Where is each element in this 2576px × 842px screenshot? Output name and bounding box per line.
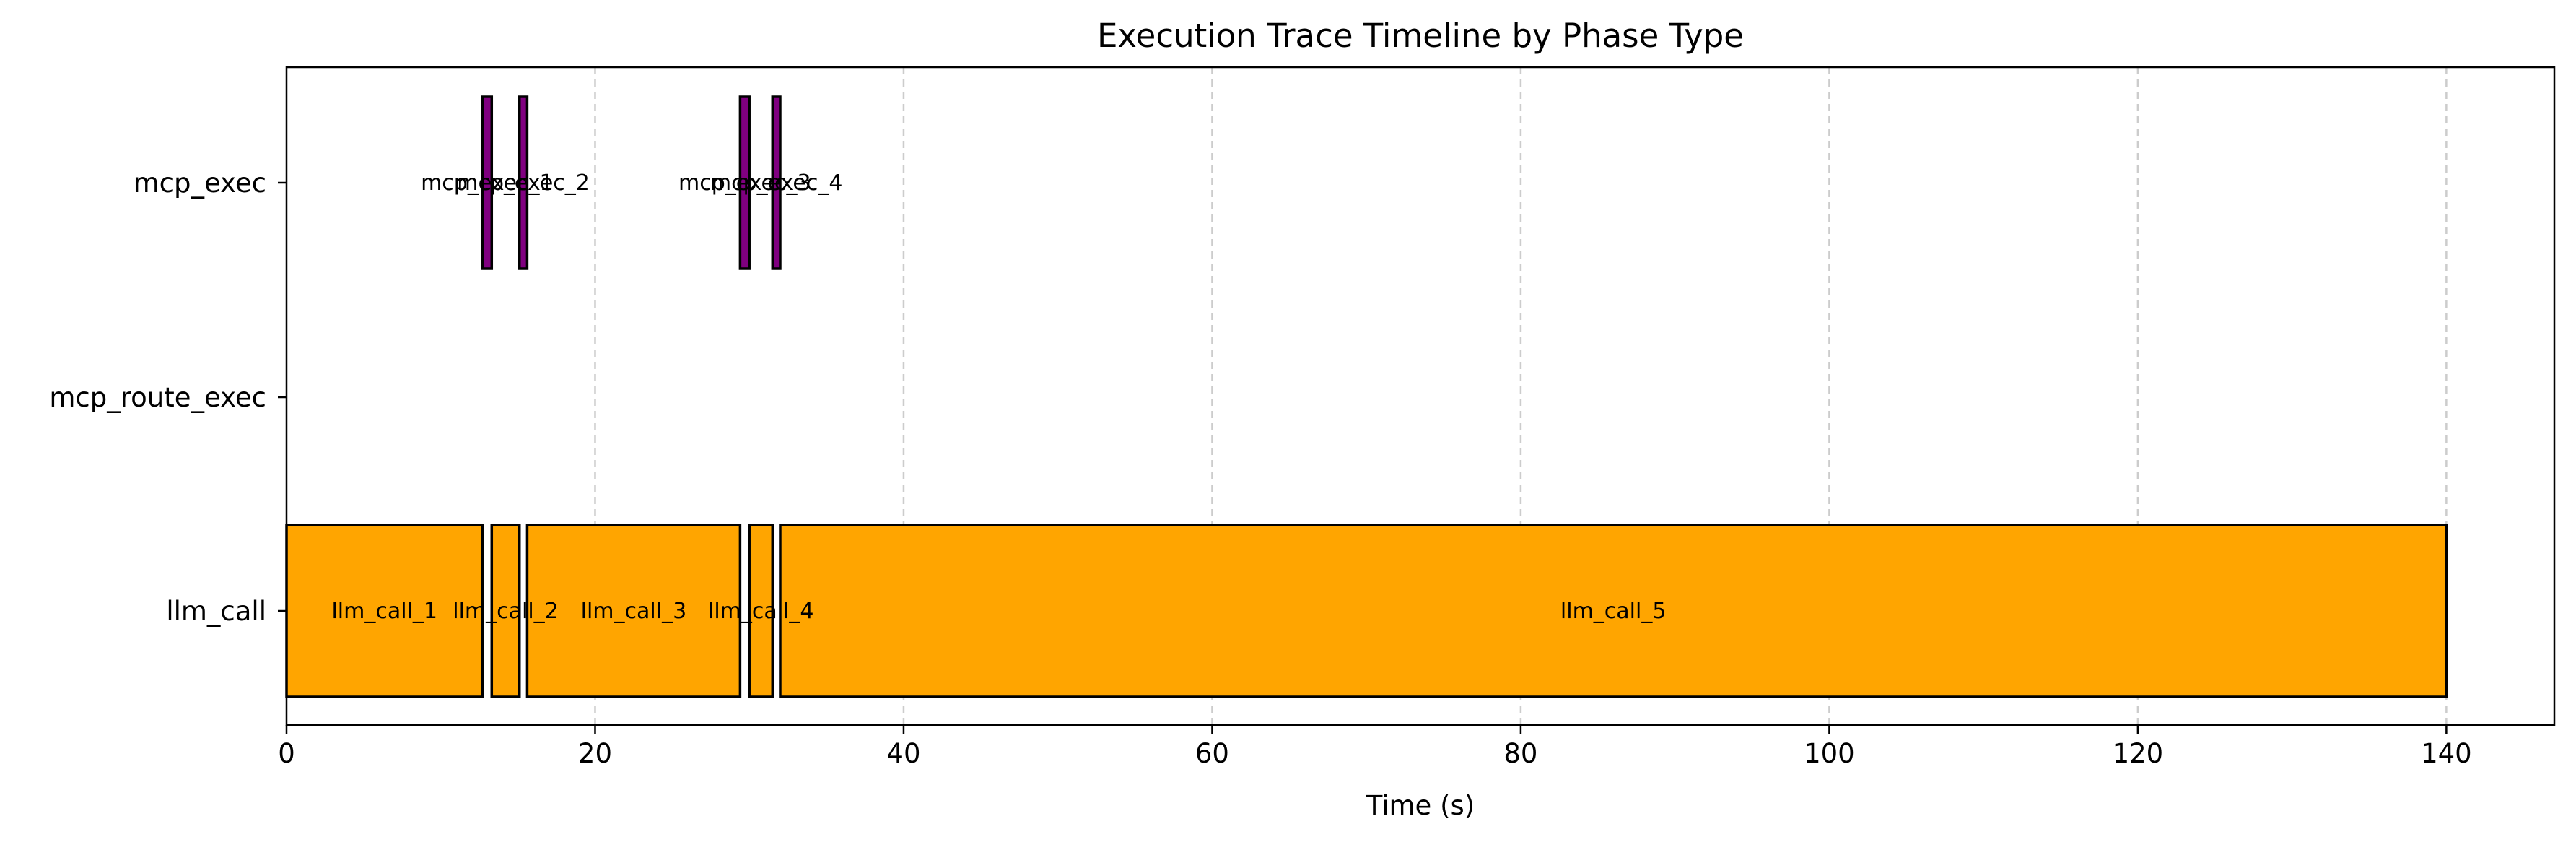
x-tick-label: 60 [1195,738,1229,769]
x-tick-label: 140 [2421,738,2472,769]
bar-label: mcp_exec_2 [457,170,590,196]
x-tick-label: 40 [886,738,920,769]
bar-label: mcp_exec_4 [710,170,843,196]
x-tick-label: 0 [278,738,295,769]
bar-label: llm_call_2 [453,599,559,624]
bar-label: llm_call_5 [1560,599,1667,624]
bars [285,95,2448,698]
bar-llm-call-1 [285,524,484,698]
bar-llm-call-5 [779,524,2448,698]
y-axis-ticks: mcp_exec mcp_route_exec llm_call [49,168,287,627]
y-tick-label: mcp_route_exec [49,382,266,413]
x-tick-label: 20 [578,738,612,769]
bar-mcp-exec-1 [481,95,494,270]
y-tick-label: mcp_exec [134,168,266,199]
y-tick-label: llm_call [166,596,266,627]
x-tick-label: 100 [1804,738,1855,769]
x-axis-ticks: 0 20 40 60 80 100 120 140 [278,725,2472,769]
bar-llm-call-3 [525,524,742,698]
bar-mcp-exec-2 [518,95,529,270]
bar-llm-call-4 [748,524,774,698]
axes-frame [285,66,2556,726]
bar-label: llm_call_3 [581,599,687,624]
bar-label: mcp_exec_3 [678,170,811,196]
bar-llm-call-2 [490,524,521,698]
chart-title: Execution Trace Timeline by Phase Type [1097,17,1744,55]
x-axis-label: Time (s) [1366,790,1475,821]
bar-label: mcp_exec_1 [421,170,554,196]
bar-label: llm_call_1 [331,599,437,624]
bar-mcp-exec-3 [738,95,751,270]
bar-mcp-exec-4 [771,95,782,270]
bar-labels: llm_call_1 llm_call_2 llm_call_3 llm_call_4… [331,170,1666,624]
x-tick-label: 120 [2113,738,2164,769]
x-tick-label: 80 [1503,738,1537,769]
bar-label: llm_call_4 [708,599,814,624]
